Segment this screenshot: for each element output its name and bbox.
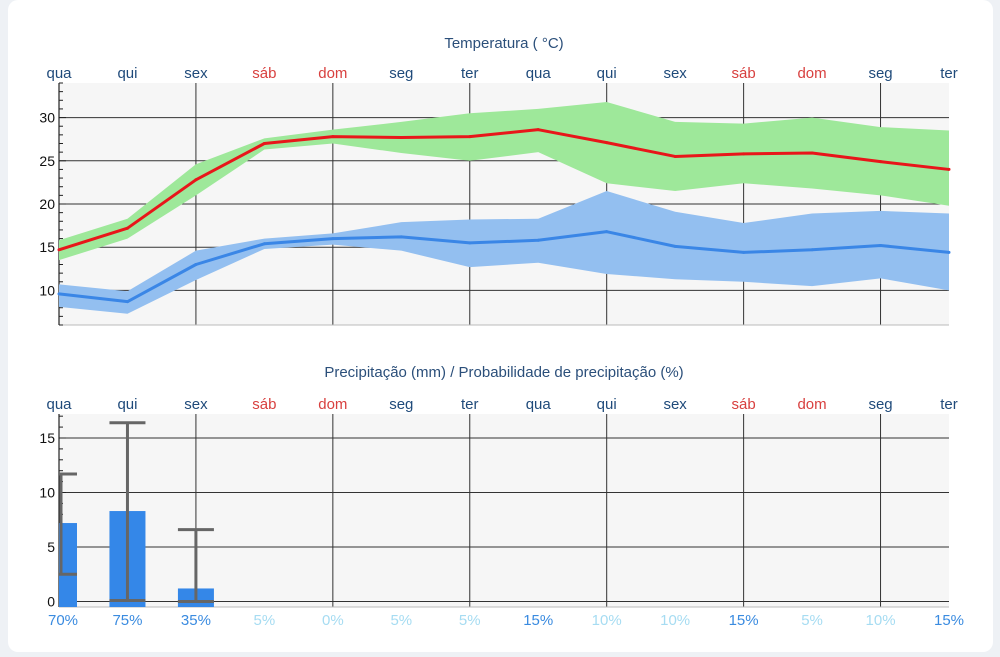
max-temperature-point (331, 135, 335, 139)
min-temperature-point (262, 242, 266, 246)
max-temperature-point (810, 151, 814, 155)
max-temperature-point (194, 178, 198, 182)
min-temperature-point (810, 248, 814, 252)
day-label: qua (46, 396, 72, 413)
day-label: ter (461, 65, 479, 82)
temperature-lines (57, 128, 951, 304)
y-tick-label: 10 (39, 485, 55, 501)
probability-label: 15% (523, 612, 553, 629)
min-temperature-point (57, 292, 61, 296)
day-label: dom (318, 65, 347, 82)
probability-label: 75% (112, 612, 142, 629)
day-label: seg (389, 65, 413, 82)
temperature-y-ticks: 10 15 20 25 30 (39, 110, 55, 299)
day-label: seg (868, 65, 892, 82)
y-tick-label: 25 (39, 153, 55, 169)
max-temperature-point (57, 248, 61, 252)
y-tick-label: 15 (39, 239, 55, 255)
probability-label: 15% (934, 612, 964, 629)
min-temperature-point (879, 243, 883, 247)
max-temperature-point (879, 160, 883, 164)
probability-label: 10% (866, 612, 896, 629)
precipitation-probability-labels: 70% 75% 35% 5% 0% 5% 5% 15% 10% 10% 15% 5% 10% 15% (48, 612, 964, 629)
y-tick-label: 20 (39, 196, 55, 212)
min-temperature-point (947, 250, 951, 254)
day-label: sáb (252, 396, 276, 413)
day-label: dom (797, 65, 826, 82)
precipitation-bar (59, 523, 77, 607)
max-temperature-point (673, 154, 677, 158)
probability-label: 10% (660, 612, 690, 629)
min-temperature-point (742, 250, 746, 254)
probability-label: 5% (459, 612, 481, 629)
day-label: qua (526, 65, 552, 82)
min-temperature-point (605, 230, 609, 234)
min-temperature-line (58, 230, 950, 304)
max-temperature-point (536, 128, 540, 132)
probability-label: 5% (801, 612, 823, 629)
probability-label: 10% (592, 612, 622, 629)
precipitation-plot-area (59, 414, 949, 607)
precipitation-error-bars (59, 421, 214, 604)
max-temperature-point (947, 167, 951, 171)
max-temperature-line (58, 128, 950, 252)
probability-label: 5% (390, 612, 412, 629)
min-temperature-point (468, 241, 472, 245)
day-label: sex (663, 396, 687, 413)
probability-label: 0% (322, 612, 344, 629)
precipitation-day-labels: qua qui sex sáb dom seg ter qua qui sex sáb dom seg t… (46, 396, 957, 413)
precipitation-y-ticks: 0 5 10 15 (39, 430, 55, 610)
day-label: sex (663, 65, 687, 82)
day-label: sáb (732, 65, 756, 82)
min-temperature-point (331, 237, 335, 241)
day-label: qui (597, 65, 617, 82)
min-temperature-point (399, 235, 403, 239)
y-tick-label: 15 (39, 430, 55, 446)
day-label: qui (117, 396, 137, 413)
day-label: seg (389, 396, 413, 413)
max-temperature-point (468, 135, 472, 139)
y-tick-label: 5 (47, 539, 55, 555)
probability-label: 70% (48, 612, 78, 629)
day-label: ter (940, 65, 958, 82)
probability-label: 35% (181, 612, 211, 629)
precipitation-chart: Precipitação (mm) / Probabilidade de pre… (39, 364, 964, 629)
temperature-day-labels: qua qui sex sáb dom seg ter qua qui sex sáb dom seg t… (46, 65, 957, 82)
day-label: dom (318, 396, 347, 413)
max-temperature-point (605, 141, 609, 145)
day-label: qua (46, 65, 72, 82)
day-label: ter (940, 396, 958, 413)
max-temperature-point (125, 226, 129, 230)
day-label: sex (184, 65, 208, 82)
probability-label: 5% (254, 612, 276, 629)
min-temperature-point (673, 244, 677, 248)
day-label: qui (117, 65, 137, 82)
probability-label: 15% (729, 612, 759, 629)
day-label: sáb (732, 396, 756, 413)
day-label: dom (797, 396, 826, 413)
min-temperature-band (59, 191, 949, 314)
day-label: sex (184, 396, 208, 413)
y-tick-label: 0 (47, 594, 55, 610)
y-tick-label: 10 (39, 282, 55, 298)
max-temperature-point (742, 152, 746, 156)
min-temperature-point (125, 300, 129, 304)
precipitation-title: Precipitação (mm) / Probabilidade de pre… (324, 364, 683, 381)
temperature-chart: Temperatura ( °C) qua qui sex sáb dom seg ter q… (39, 35, 958, 326)
max-temperature-point (399, 135, 403, 139)
day-label: qua (526, 396, 552, 413)
y-tick-label: 30 (39, 110, 55, 126)
min-temperature-point (194, 263, 198, 266)
day-label: sáb (252, 65, 276, 82)
max-temperature-point (262, 142, 266, 145)
day-label: ter (461, 396, 479, 413)
temperature-title: Temperatura ( °C) (444, 35, 563, 52)
min-temperature-point (536, 238, 540, 242)
day-label: qui (597, 396, 617, 413)
day-label: seg (868, 396, 892, 413)
